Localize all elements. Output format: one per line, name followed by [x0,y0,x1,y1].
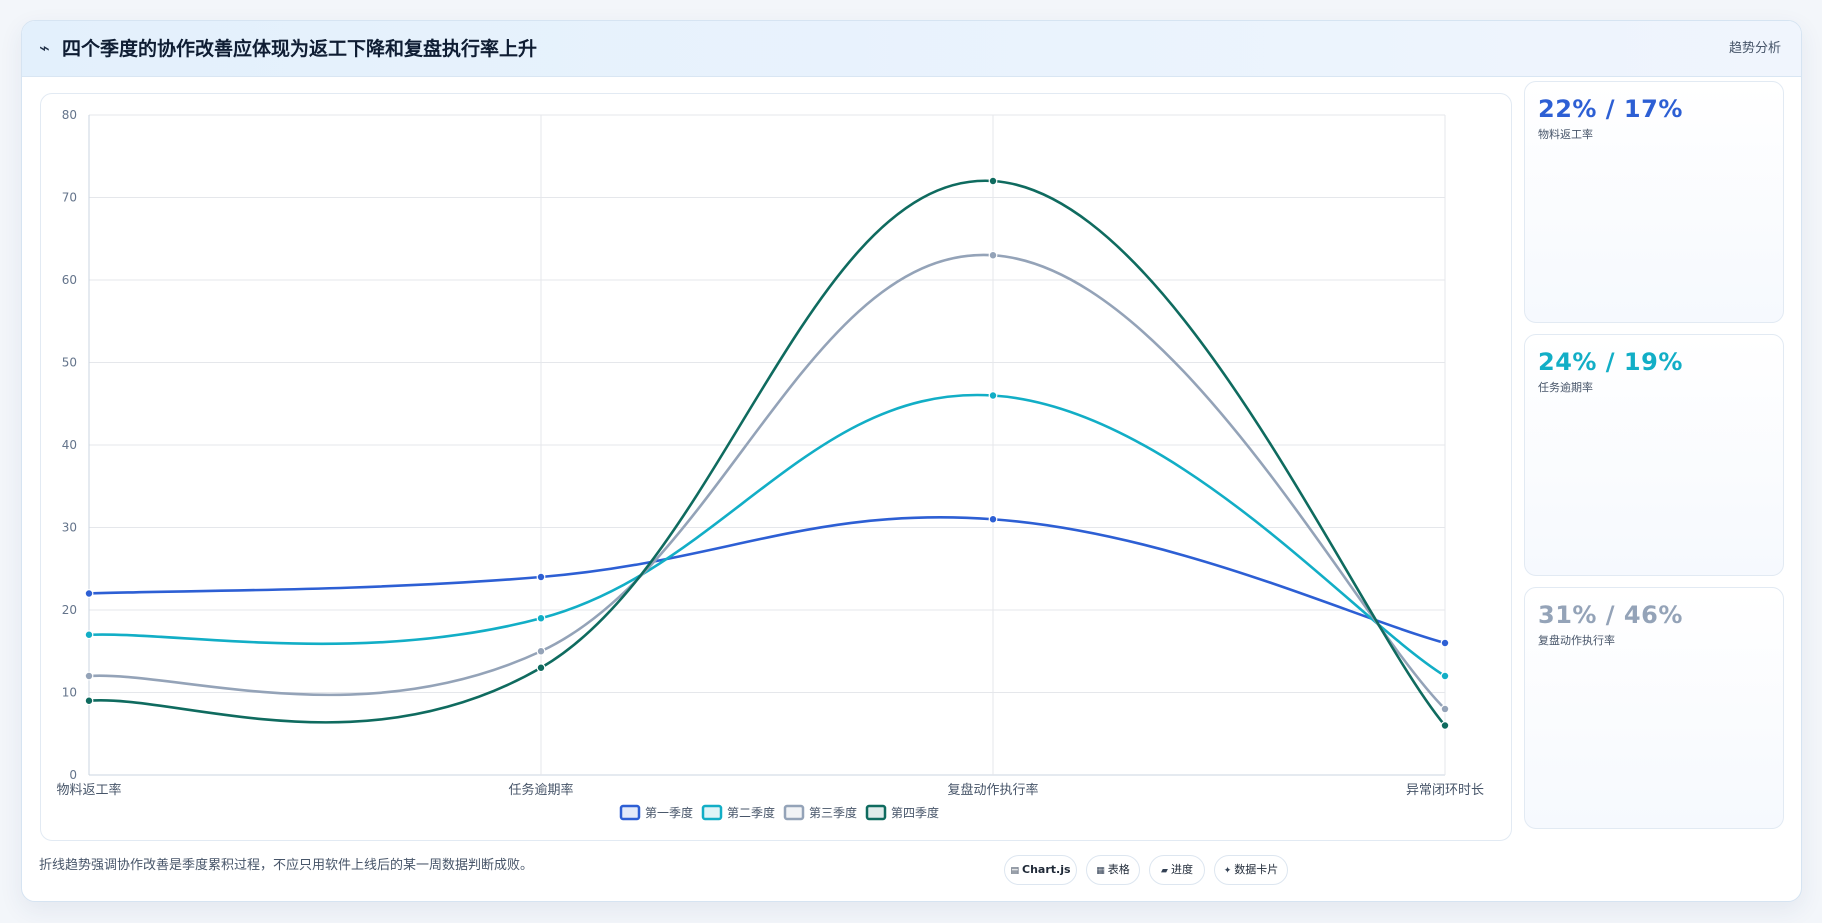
x-tick-label: 复盘动作执行率 [947,782,1038,798]
y-tick-label: 30 [62,521,77,535]
kpi-label: 任务逾期率 [1538,381,1593,394]
data-point [1440,704,1450,714]
data-point [1440,638,1450,648]
chip-chartjs[interactable]: ▤ Chart.js [1004,855,1077,885]
data-point [84,630,94,640]
x-tick-label: 异常闭环时长 [1406,783,1484,798]
chip-progress[interactable]: ▰ 进度 [1149,855,1205,885]
y-tick-label: 10 [62,686,77,700]
dashboard-panel: ⌁ 四个季度的协作改善应体现为返工下降和复盘执行率上升 趋势分析 0 10 20 30… [21,20,1802,902]
kpi-card-rework: 22% / 17% 物料返工率 [1524,81,1784,323]
legend-swatch [783,804,805,821]
table-icon: ▦ [1096,866,1105,876]
panel-header: ⌁ 四个季度的协作改善应体现为返工下降和复盘执行率上升 趋势分析 [22,21,1801,77]
line-chart: 0 10 20 30 40 50 60 70 80 物料返工率 任务逾期率 复盘动作执行率 异常闭环时长… [56,108,1484,821]
kpi-label: 物料返工率 [1538,128,1593,141]
data-point [536,572,546,582]
data-point [1440,721,1450,730]
progress-icon: ▰ [1161,866,1168,876]
y-tick-label: 20 [62,603,77,617]
card-icon: ✦ [1223,866,1232,876]
data-point [988,176,998,186]
legend-label: 第一季度 [645,805,693,820]
data-point [988,391,998,400]
series-line-4 [88,179,1447,727]
trend-icon: ⌁ [39,38,50,59]
legend-swatch [701,804,723,821]
y-tick-label: 0 [69,768,77,782]
kpi-value: 22% / 17% [1538,95,1683,123]
legend-label: 第三季度 [809,805,857,820]
data-point [536,646,546,656]
panel-title: 四个季度的协作改善应体现为返工下降和复盘执行率上升 [62,38,538,60]
data-point [988,250,998,260]
series-line-1 [88,515,1446,645]
series-line-2 [88,393,1446,678]
legend-label: 第二季度 [727,805,775,820]
kpi-card-review: 31% / 46% 复盘动作执行率 [1524,587,1784,829]
kpi-label: 复盘动作执行率 [1538,634,1615,647]
line-chart-card: 0 10 20 30 40 50 60 70 80 物料返工率 任务逾期率 复盘动作执行率 异常闭环时长… [40,93,1512,841]
data-point [84,671,94,681]
legend-swatch [619,804,641,821]
data-point [84,589,94,598]
y-tick-label: 80 [62,108,77,122]
chip-table[interactable]: ▦ 表格 [1086,855,1140,885]
data-point [536,613,546,623]
y-tick-label: 40 [62,438,77,452]
chart-icon: ▤ [1010,866,1019,876]
data-point [1440,671,1450,681]
x-tick-label: 任务逾期率 [508,782,573,798]
legend-label: 第四季度 [891,805,939,820]
kpi-value: 24% / 19% [1538,348,1683,376]
y-tick-label: 60 [62,273,77,287]
header-tag[interactable]: 趋势分析 [1728,41,1781,56]
legend-swatch [865,804,887,821]
footnote: 折线趋势强调协作改善是季度累积过程，不应只用软件上线后的某一周数据判断成败。 [39,858,534,873]
data-point [84,696,94,706]
series-line-3 [88,253,1446,710]
data-point [536,663,546,673]
data-point [988,514,998,524]
y-tick-label: 50 [62,356,77,370]
x-tick-label: 物料返工率 [56,782,121,798]
chip-data-card[interactable]: ✦ 数据卡片 [1214,855,1288,885]
kpi-value: 31% / 46% [1538,601,1683,629]
y-tick-label: 70 [62,191,77,205]
kpi-card-overdue: 24% / 19% 任务逾期率 [1524,334,1784,576]
